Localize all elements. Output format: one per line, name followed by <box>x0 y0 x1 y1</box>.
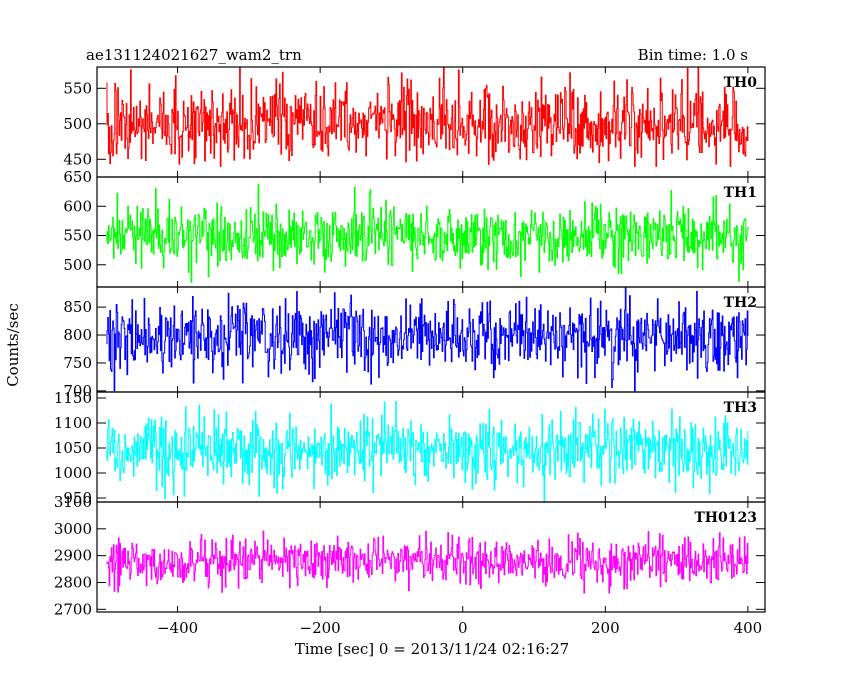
x-axis: −400 −200 0 200 400 <box>157 619 762 637</box>
y-tick-label: 550 <box>63 79 92 97</box>
y-tick-label: 1050 <box>54 439 92 457</box>
y-tick-label: 800 <box>63 326 92 344</box>
y-tick-label: 600 <box>63 197 92 215</box>
y-tick-label: 650 <box>63 168 92 186</box>
panel-name-th0: TH0 <box>724 75 758 91</box>
y-tick-label: 1150 <box>54 389 92 407</box>
plot-title: ae131124021627_wam2_trn <box>86 46 302 64</box>
x-axis-label: Time [sec] 0 = 2013/11/24 02:16:27 <box>295 640 569 658</box>
panel-th1: 500 550 600 650 TH1 <box>63 168 766 288</box>
y-tick-label: 700 <box>63 382 92 400</box>
series-th1 <box>106 183 749 283</box>
y-tick-label: 2700 <box>54 600 92 618</box>
panel-name-th2: TH2 <box>724 295 757 311</box>
series-th0 <box>106 67 749 167</box>
panel-th0123: 2700 2800 2900 3000 3100 TH0123 <box>54 493 766 618</box>
x-tick-label: 400 <box>734 619 763 637</box>
y-tick-label: 750 <box>63 354 92 372</box>
panel-th2: 700 750 800 850 TH2 <box>63 286 766 400</box>
x-tick-label: −400 <box>157 619 198 637</box>
series-th0123 <box>106 530 749 594</box>
y-tick-label: 500 <box>63 115 92 133</box>
panel-th3: 950 1000 1050 1100 1150 TH3 <box>54 389 766 507</box>
y-tick-label: 2900 <box>54 547 92 565</box>
panel-frame <box>96 501 766 613</box>
bin-time-label: Bin time: 1.0 s <box>638 46 748 64</box>
y-tick-label: 1100 <box>54 414 92 432</box>
x-tick-label: 0 <box>458 619 468 637</box>
y-tick-label: 3000 <box>54 520 92 538</box>
y-tick-label: 550 <box>63 227 92 245</box>
y-axis-label: Counts/sec <box>4 303 22 387</box>
panels-group: 450 500 550 TH0 500 550 600 650 TH1 700 750 800 850 T… <box>54 66 766 618</box>
y-tick-label: 450 <box>63 150 92 168</box>
series-th2 <box>106 287 749 392</box>
series-th3 <box>106 400 749 502</box>
x-tick-label: 200 <box>591 619 620 637</box>
y-tick-label: 850 <box>63 298 92 316</box>
y-tick-label: 500 <box>63 256 92 274</box>
panel-name-th3: TH3 <box>724 400 757 416</box>
y-tick-label: 3100 <box>54 493 92 511</box>
y-tick-label: 950 <box>63 489 92 507</box>
x-tick-label: −200 <box>300 619 341 637</box>
y-tick-label: 2800 <box>54 573 92 591</box>
panel-name-th0123: TH0123 <box>694 510 757 526</box>
y-tick-label: 1000 <box>54 464 92 482</box>
panel-th0: 450 500 550 TH0 <box>63 66 766 178</box>
panel-name-th1: TH1 <box>724 185 757 201</box>
